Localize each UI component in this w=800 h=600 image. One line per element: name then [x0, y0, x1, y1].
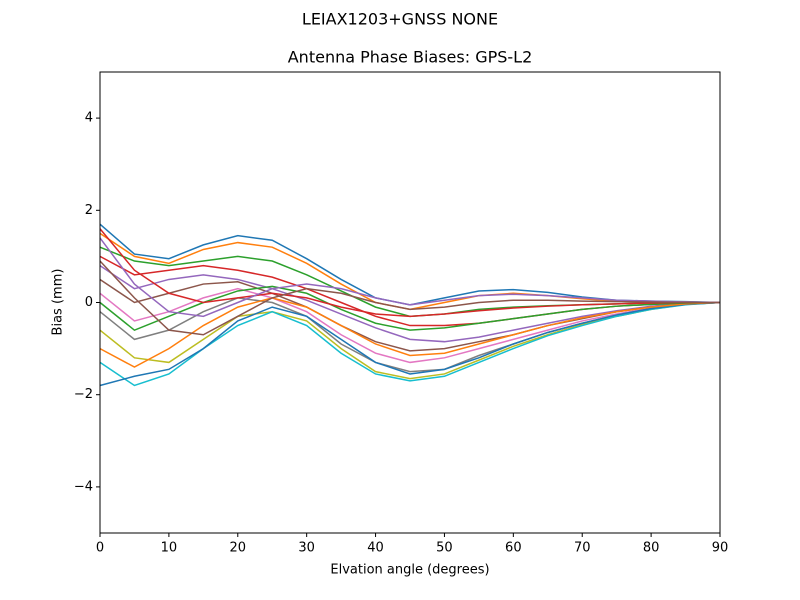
x-tick-label: 0	[96, 541, 104, 556]
x-tick-label: 60	[505, 541, 522, 556]
plot-frame	[99, 71, 721, 534]
x-tick-label: 80	[643, 541, 660, 556]
x-tick-label: 40	[367, 541, 384, 556]
y-tick-label: 4	[85, 111, 93, 126]
x-tick-label: 50	[436, 541, 453, 556]
series-line	[99, 301, 721, 387]
x-tick-label: 30	[298, 541, 315, 556]
x-tick-label: 70	[574, 541, 591, 556]
x-axis-label: Elvation angle (degrees)	[330, 563, 489, 578]
series-line	[99, 297, 721, 368]
series-line	[99, 287, 721, 364]
series-line	[99, 237, 721, 318]
series-line	[99, 285, 721, 332]
series-line	[99, 223, 721, 306]
x-tick-label: 10	[161, 541, 178, 556]
y-tick-label: −2	[74, 387, 93, 402]
series-line	[99, 260, 720, 336]
y-tick-label: −4	[74, 479, 93, 494]
suptitle: LEIAX1203+GNSS NONE	[302, 10, 498, 29]
series-line	[99, 232, 721, 311]
y-axis-label: Bias (mm)	[51, 269, 66, 336]
x-tick-label: 90	[712, 541, 729, 556]
series-line	[99, 228, 720, 318]
x-tick-label: 20	[230, 541, 247, 556]
y-tick-label: 0	[85, 295, 93, 310]
series-line	[99, 264, 721, 343]
y-tick-label: 2	[85, 203, 93, 218]
chart-title: Antenna Phase Biases: GPS-L2	[288, 48, 533, 67]
